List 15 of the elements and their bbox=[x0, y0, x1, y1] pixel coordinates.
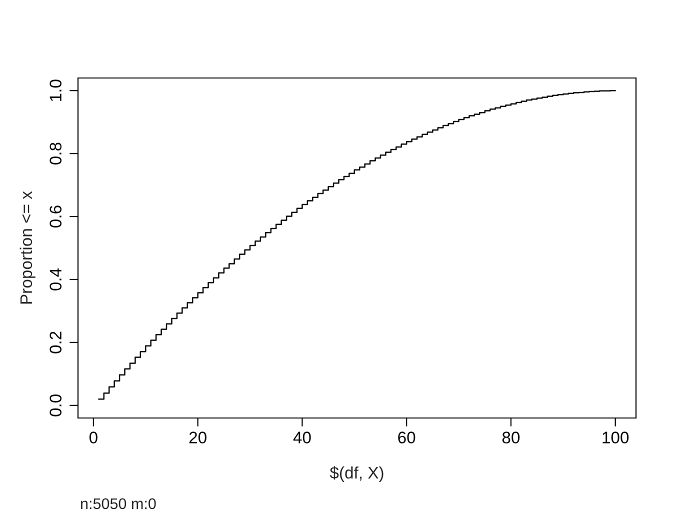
x-tick-label: 40 bbox=[293, 432, 311, 444]
x-axis-title: $(df, X) bbox=[330, 466, 384, 482]
y-tick-label: 1.0 bbox=[50, 80, 62, 101]
y-tick-label: 0.2 bbox=[50, 332, 62, 354]
x-tick-label: 60 bbox=[398, 432, 416, 444]
y-tick-label: 0.6 bbox=[50, 206, 62, 228]
y-axis-title: Proportion <= x bbox=[20, 191, 36, 304]
x-tick-label: 80 bbox=[502, 432, 520, 444]
text: n:5050 m:0 bbox=[81, 498, 156, 510]
x-tick-label: 20 bbox=[189, 432, 206, 444]
y-tick-label: 0.4 bbox=[50, 268, 62, 290]
x-tick-label: 0 bbox=[89, 432, 98, 444]
x-tick-label: 100 bbox=[602, 432, 629, 444]
y-tick-label: 0.8 bbox=[50, 142, 62, 164]
y-tick-label: 0.0 bbox=[50, 394, 62, 416]
